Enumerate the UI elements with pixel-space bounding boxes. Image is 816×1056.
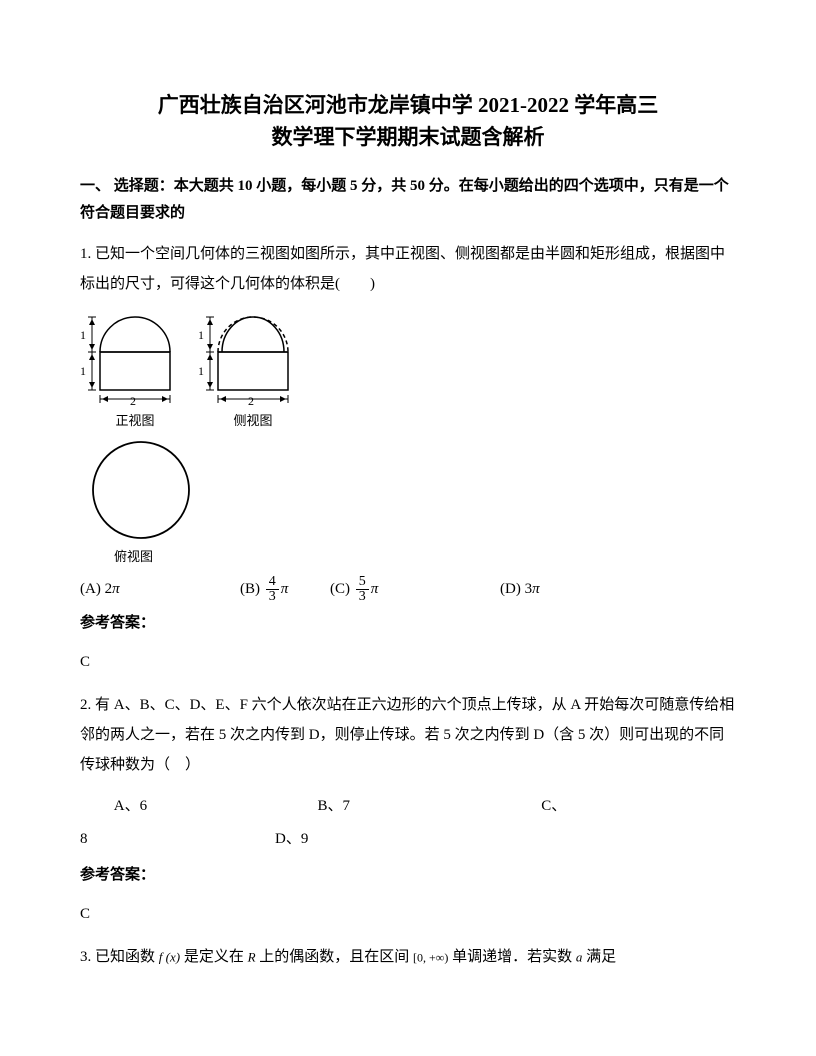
- question-3-text: 3. 已知函数 f (x) 是定义在 R 上的偶函数，且在区间 [0, +∞) …: [80, 942, 736, 972]
- q1-option-d: (D) 3π: [500, 576, 540, 603]
- svg-text:1: 1: [198, 364, 204, 378]
- q2-option-c-val: 8: [80, 831, 88, 847]
- side-view-label: 侧视图: [233, 409, 272, 432]
- q1-b-den: 3: [266, 590, 279, 604]
- q3-interval: [0, +∞): [413, 950, 448, 964]
- top-view-label: 俯视图: [114, 545, 153, 568]
- q1-answer: C: [80, 649, 736, 676]
- pi-symbol-b: π: [281, 576, 289, 603]
- q1-option-b: (B) 43π: [240, 575, 330, 604]
- q1-answer-label: 参考答案：: [80, 610, 736, 637]
- q2-option-b: B、7: [318, 790, 538, 823]
- section-header: 一、 选择题：本大题共 10 小题，每小题 5 分，共 50 分。在每小题给出的…: [80, 173, 736, 227]
- q2-option-d: D、9: [275, 831, 308, 847]
- q3-prefix: 3. 已知函数: [80, 949, 159, 965]
- svg-text:2: 2: [130, 394, 136, 407]
- front-view-svg: 1 1 2: [80, 307, 190, 407]
- top-view-svg: [86, 438, 196, 543]
- front-view-label: 正视图: [115, 409, 154, 432]
- q1-option-c: (C) 53π: [330, 575, 500, 604]
- q1-opt-b-label: (B): [240, 576, 260, 603]
- q3-suffix: 满足: [582, 949, 616, 965]
- q2-answer-label: 参考答案：: [80, 862, 736, 889]
- page-title: 广西壮族自治区河池市龙岸镇中学 2021-2022 学年高三 数学理下学期期末试…: [80, 90, 736, 153]
- title-line-1: 广西壮族自治区河池市龙岸镇中学 2021-2022 学年高三: [158, 93, 659, 117]
- q1-b-num: 4: [266, 575, 279, 590]
- three-views-figures: 1 1 2 正视图 1: [80, 307, 736, 432]
- svg-text:1: 1: [80, 328, 86, 342]
- q3-mid1: 是定义在: [180, 949, 248, 965]
- q3-fx: f (x): [159, 949, 180, 964]
- q2-answer: C: [80, 901, 736, 928]
- svg-text:2: 2: [248, 394, 254, 407]
- q2-option-c-prefix: C、: [541, 798, 566, 814]
- side-view-svg: 1 1 2: [198, 307, 308, 407]
- q3-mid2: 上的偶函数，且在区间: [256, 949, 414, 965]
- pi-symbol-c: π: [371, 576, 379, 603]
- pi-symbol-d: π: [532, 576, 540, 603]
- q3-R: R: [248, 949, 256, 964]
- q1-opt-c-label: (C): [330, 576, 350, 603]
- q1-opt-d-label: (D): [500, 576, 521, 603]
- side-view-block: 1 1 2 侧视图: [198, 307, 308, 432]
- svg-text:1: 1: [198, 328, 204, 342]
- title-line-2: 数学理下学期期末试题含解析: [272, 125, 545, 149]
- front-view-block: 1 1 2 正视图: [80, 307, 190, 432]
- q1-opt-a-coef: 2: [105, 576, 113, 603]
- q1-opt-d-coef: 3: [525, 576, 533, 603]
- q1-opt-c-frac: 53: [356, 575, 369, 604]
- q1-options: (A) 2π (B) 43π (C) 53π (D) 3π: [80, 575, 736, 604]
- question-2-text: 2. 有 A、B、C、D、E、F 六个人依次站在正六边形的六个顶点上传球，从 A…: [80, 690, 736, 780]
- q1-option-a: (A) 2π: [80, 576, 240, 603]
- q1-opt-b-frac: 43: [266, 575, 279, 604]
- q1-c-den: 3: [356, 590, 369, 604]
- pi-symbol-a: π: [112, 576, 120, 603]
- q2-options: A、6 B、7 C、 8 D、9: [80, 790, 736, 856]
- q3-mid3: 单调递增．若实数: [448, 949, 576, 965]
- svg-text:1: 1: [80, 364, 86, 378]
- q1-opt-a-label: (A): [80, 576, 101, 603]
- top-view-block: 俯视图: [86, 438, 736, 568]
- question-1-text: 1. 已知一个空间几何体的三视图如图所示，其中正视图、侧视图都是由半圆和矩形组成…: [80, 239, 736, 299]
- q2-option-a: A、6: [114, 790, 314, 823]
- q1-c-num: 5: [356, 575, 369, 590]
